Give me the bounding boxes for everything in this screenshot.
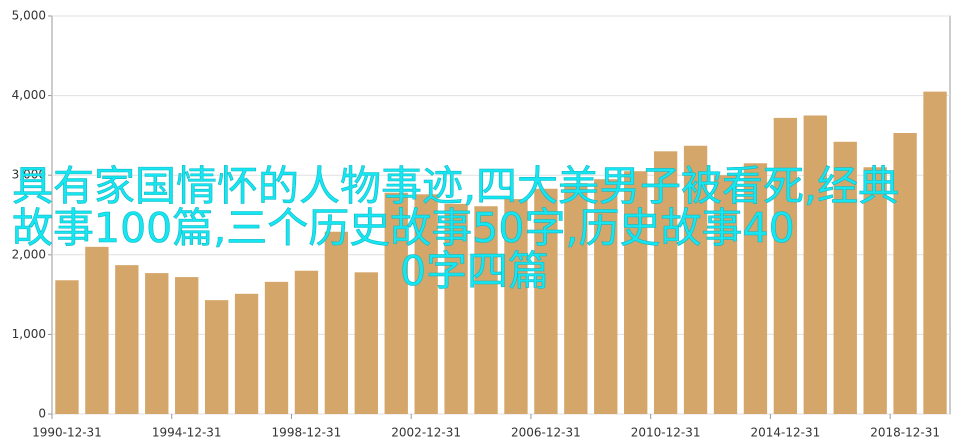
bar [115, 265, 139, 414]
x-tick-label: 2010-12-31 [631, 426, 701, 440]
bar [653, 151, 678, 414]
bar [713, 175, 738, 414]
y-tick-label: 2,000 [12, 247, 46, 261]
y-tick-label: 3,000 [12, 168, 46, 182]
bar [594, 179, 618, 414]
bar [55, 280, 79, 414]
y-tick-label: 5,000 [12, 9, 46, 23]
x-tick-label: 1998-12-31 [272, 426, 342, 440]
bar [204, 300, 229, 414]
overlay-text: 故事100篇,三个历史故事50字,历史故事40 [12, 204, 795, 252]
bar [175, 277, 199, 414]
bar [145, 273, 169, 414]
y-tick-label: 0 [38, 407, 46, 421]
overlay-text: 0字四篇 [400, 247, 549, 295]
bar [624, 171, 648, 414]
x-tick-label: 2018-12-31 [870, 426, 940, 440]
x-tick-label: 1990-12-31 [32, 426, 102, 440]
bar [923, 91, 947, 415]
bar [743, 163, 768, 414]
bar [354, 272, 378, 414]
bar [504, 199, 528, 414]
overlay-text: 具有家国情怀的人物事迹,四大美男子被看死,经典 [12, 162, 899, 210]
bar [773, 117, 798, 414]
bar [85, 246, 109, 414]
bar [444, 203, 468, 414]
bar [803, 115, 827, 414]
bar [833, 141, 857, 414]
x-tick-label: 2014-12-31 [750, 426, 820, 440]
x-tick-label: 2006-12-31 [511, 426, 581, 440]
x-tick-label: 1994-12-31 [152, 426, 222, 440]
bar [893, 133, 917, 414]
y-tick-label: 4,000 [12, 88, 46, 102]
bar [264, 281, 289, 414]
bar [324, 231, 349, 414]
bar [234, 293, 259, 414]
y-tick-label: 1,000 [12, 327, 46, 341]
bar [564, 183, 588, 414]
bar [294, 270, 319, 414]
bar [683, 145, 708, 415]
bar [474, 206, 498, 414]
bar [863, 167, 887, 414]
bar [534, 188, 558, 414]
marks: 0 1,000 2,000 3,000 4,000 5,000 1990-12-31 1994… [12, 9, 950, 440]
bar [384, 192, 408, 414]
x-tick-label: 2002-12-31 [391, 426, 461, 440]
bar [414, 194, 438, 414]
